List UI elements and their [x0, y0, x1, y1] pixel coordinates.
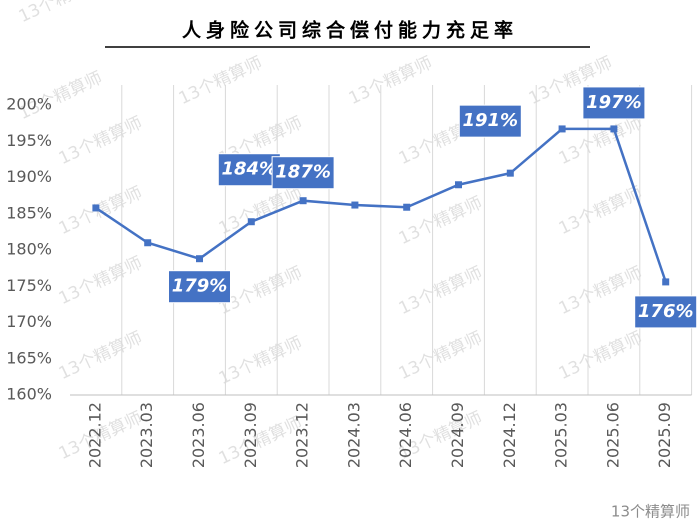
value-label-box [168, 270, 231, 304]
x-tick-label: 2025.09 [655, 402, 674, 468]
point [610, 125, 618, 133]
x-tick-label: 2023.12 [293, 402, 312, 468]
point [247, 218, 255, 226]
value-label: 176% [638, 301, 694, 322]
x-tick-label: 2024.12 [500, 402, 519, 468]
x-tick-label: 2024.09 [448, 402, 467, 468]
x-tick-label: 2024.06 [396, 402, 415, 468]
y-tick-label: 195% [6, 131, 52, 150]
y-tick-label: 175% [6, 276, 52, 295]
x-tick-label: 2023.06 [189, 402, 208, 468]
y-tick-label: 190% [6, 167, 52, 186]
value-label-box [217, 153, 281, 187]
point [558, 125, 566, 133]
x-tick-label: 2023.03 [137, 402, 156, 468]
line [95, 127, 667, 283]
x-tick-label: 2025.06 [603, 402, 622, 468]
chart-title: 人身险公司综合偿付能力充足率 [182, 19, 518, 42]
y-tick-label: 160% [6, 385, 52, 404]
watermark-credit: 13个精算师 [611, 503, 690, 521]
value-label: 179% [172, 276, 228, 297]
point [403, 203, 411, 211]
point [351, 201, 359, 209]
value-label: 197% [586, 92, 642, 113]
point [196, 255, 203, 263]
value-label-box [582, 86, 646, 120]
value-label: 184% [221, 159, 277, 180]
y-tick-label: 200% [6, 95, 52, 114]
y-tick-label: 180% [6, 240, 52, 259]
value-label-box [271, 156, 335, 190]
y-tick-label: 170% [6, 312, 52, 331]
x-tick-label: 2025.03 [552, 402, 571, 468]
point [662, 278, 670, 286]
x-tick-label: 2022.12 [85, 402, 104, 468]
x-tick-label: 2024.03 [344, 402, 363, 468]
y-tick-label: 185% [6, 203, 52, 222]
value-label-box [458, 104, 522, 138]
x-tick-label: 2023.09 [241, 402, 260, 468]
point [455, 181, 462, 189]
value-label: 187% [275, 162, 331, 183]
point [299, 197, 307, 205]
value-label: 191% [462, 110, 518, 131]
point [144, 239, 152, 247]
value-label-box [634, 295, 698, 329]
y-tick-label: 165% [6, 348, 52, 367]
point [92, 204, 100, 212]
point [506, 169, 514, 177]
